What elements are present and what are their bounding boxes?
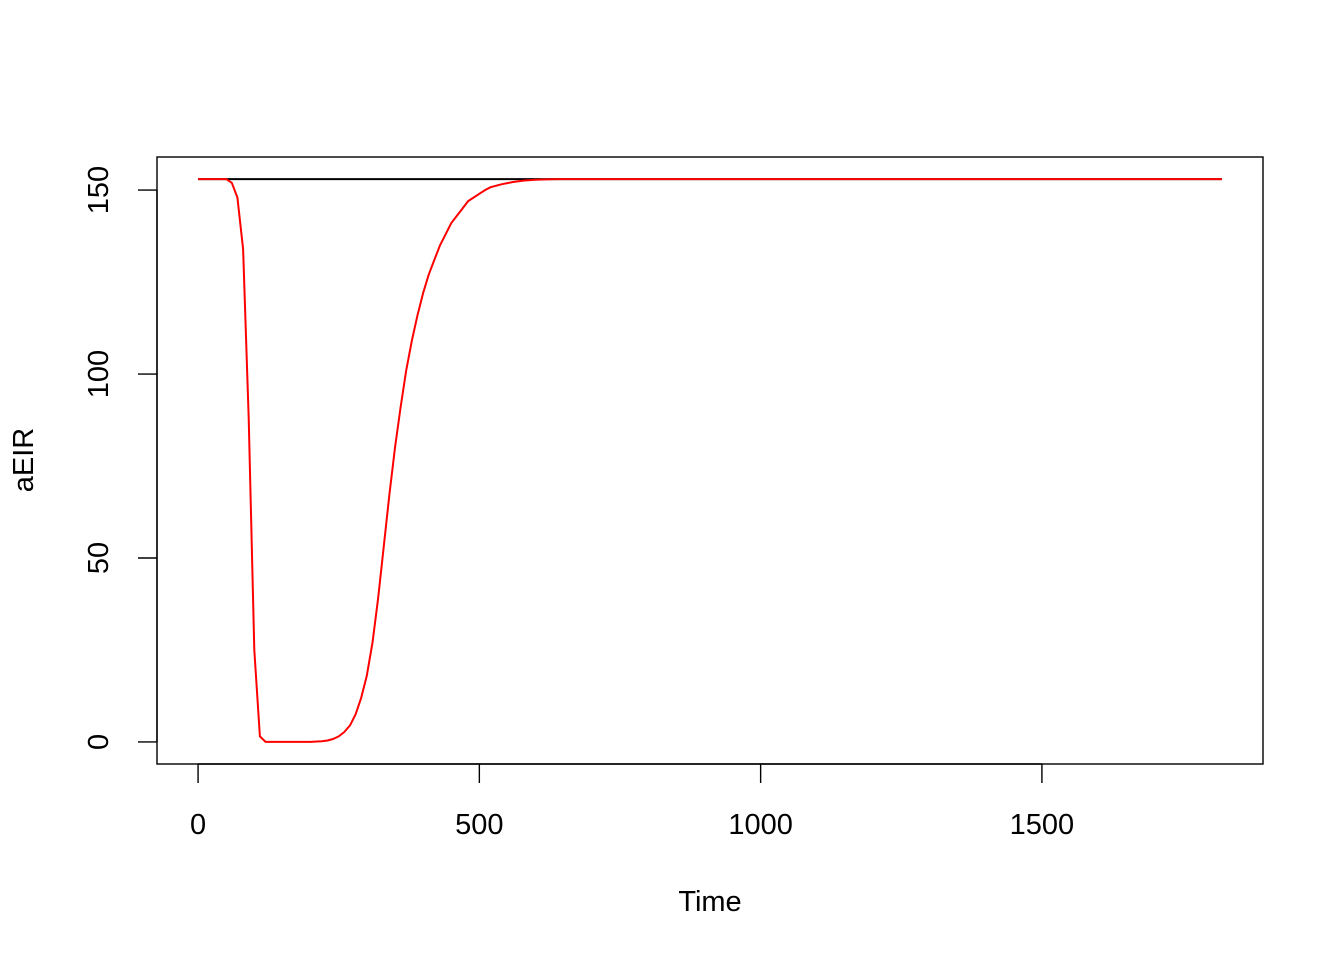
x-tick-label: 1000 [728, 809, 793, 841]
x-tick-label: 0 [190, 809, 206, 841]
x-tick-label: 1500 [1010, 809, 1075, 841]
x-tick-label: 500 [455, 809, 503, 841]
series-line-2 [198, 178, 1222, 743]
y-axis-label: aEIR [8, 428, 40, 492]
y-tick-label: 100 [83, 350, 115, 398]
y-tick-label: 0 [83, 734, 115, 750]
y-axis: 0 50 100 150 [83, 166, 158, 750]
y-tick-label: 50 [83, 542, 115, 574]
series-layer [198, 178, 1222, 743]
x-axis: 0 500 1000 1500 [190, 763, 1075, 841]
x-axis-label: Time [678, 886, 741, 918]
y-tick-label: 150 [83, 166, 115, 214]
